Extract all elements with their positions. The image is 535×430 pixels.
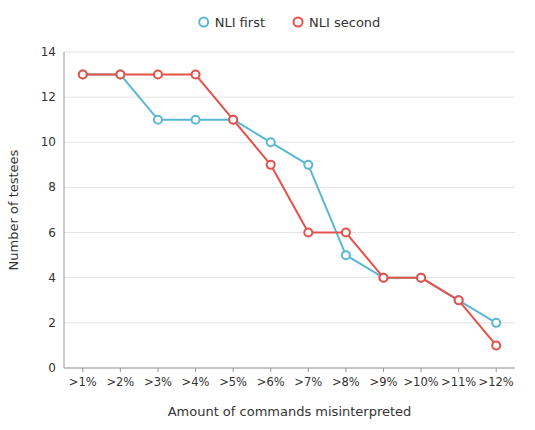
point — [229, 116, 237, 124]
point — [417, 274, 425, 282]
x-axis: >1% >2% >3% >4% >5% >6% >7% >8% >9% >10%>11%>12% — [69, 368, 514, 389]
point — [229, 116, 237, 124]
x-tick — [157, 368, 158, 372]
point — [342, 251, 350, 259]
x-tick-label: >12% — [479, 375, 514, 389]
x-tick-label: >2% — [106, 375, 134, 389]
y-tick-label: 10 — [41, 135, 56, 149]
legend-label: NLI second — [309, 15, 380, 30]
point — [79, 71, 87, 79]
legend-label: NLI first — [215, 15, 265, 30]
x-tick-label: >8% — [332, 375, 360, 389]
x-tick-label: >10% — [403, 375, 438, 389]
point — [192, 71, 200, 79]
grid-line — [64, 368, 515, 369]
legend: NLI first NLI second — [199, 15, 380, 30]
grid-line — [64, 142, 515, 143]
point — [379, 274, 387, 282]
y-tick-label: 12 — [41, 90, 56, 104]
x-tick-label: >4% — [182, 375, 210, 389]
x-tick-label: >11% — [441, 375, 476, 389]
x-tick — [345, 368, 346, 372]
x-tick — [383, 368, 384, 372]
y-tick-label: 14 — [41, 45, 56, 59]
point — [116, 71, 124, 79]
y-tick-label: 6 — [48, 226, 56, 240]
x-tick-label: >7% — [294, 375, 322, 389]
legend-marker — [199, 18, 208, 27]
x-tick-label: >1% — [69, 375, 97, 389]
x-tick-label: >9% — [370, 375, 398, 389]
legend-item: NLI first — [199, 15, 265, 30]
grid-line — [64, 277, 515, 278]
point — [267, 138, 275, 146]
grid-line — [64, 97, 515, 98]
legend-item: NLI second — [294, 15, 381, 30]
x-tick — [82, 368, 83, 372]
grid-line — [64, 322, 515, 323]
x-axis-line — [64, 368, 515, 369]
point — [342, 229, 350, 237]
point — [304, 229, 312, 237]
y-tick-label: 2 — [48, 316, 56, 330]
y-axis: 0 2 4 6 8 10 12 14 — [41, 45, 515, 375]
point — [455, 296, 463, 304]
point — [116, 71, 124, 79]
point — [192, 116, 200, 124]
x-tick — [496, 368, 497, 372]
point — [304, 161, 312, 169]
grid-line — [64, 187, 515, 188]
grid-line — [64, 52, 515, 53]
x-axis-title: Amount of commands misinterpreted — [168, 404, 412, 419]
grid-line — [64, 232, 515, 233]
point — [492, 319, 500, 327]
chart: 02468101214>1%>2%>3%>4%>5%>6%>7%>8%>9%>1… — [0, 0, 535, 430]
point — [417, 274, 425, 282]
point — [379, 274, 387, 282]
x-tick-label: >3% — [144, 375, 172, 389]
plot-area — [79, 71, 500, 350]
point — [455, 296, 463, 304]
line — [83, 75, 496, 346]
point — [267, 161, 275, 169]
y-tick-label: 4 — [48, 271, 56, 285]
x-tick-label: >6% — [257, 375, 285, 389]
x-tick-label: >5% — [219, 375, 247, 389]
y-tick-label: 8 — [48, 180, 56, 194]
x-tick — [308, 368, 309, 372]
point — [154, 116, 162, 124]
x-tick — [270, 368, 271, 372]
x-tick — [195, 368, 196, 372]
x-tick — [458, 368, 459, 372]
point — [154, 71, 162, 79]
x-tick — [233, 368, 234, 372]
y-tick-label: 0 — [48, 361, 56, 375]
point — [79, 71, 87, 79]
y-axis-title: Number of testees — [6, 149, 21, 270]
x-tick — [120, 368, 121, 372]
x-tick — [421, 368, 422, 372]
point — [492, 341, 500, 349]
series — [79, 71, 500, 350]
legend-marker — [294, 18, 303, 27]
y-axis-line — [64, 52, 65, 368]
